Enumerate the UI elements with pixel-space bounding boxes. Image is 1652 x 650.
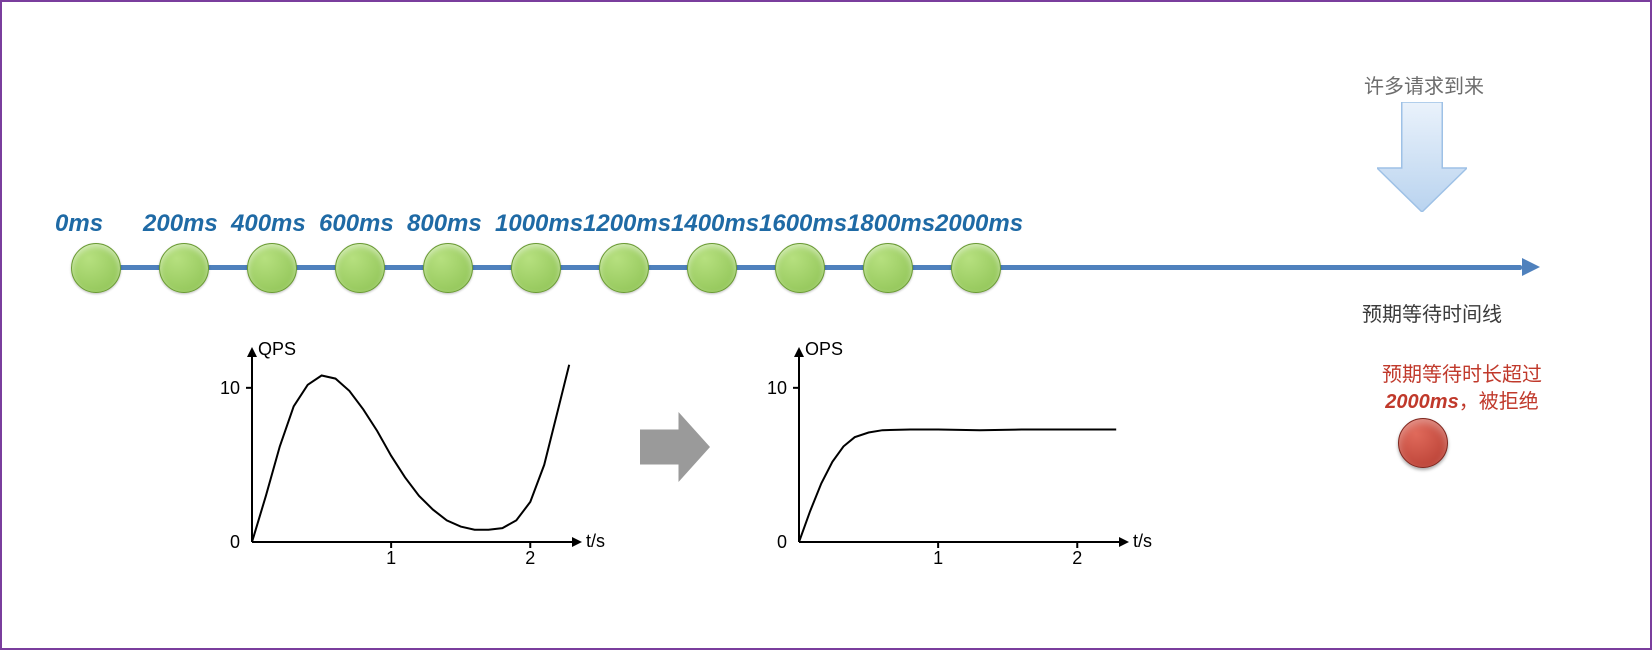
- timeline-point: [599, 243, 649, 293]
- timeline-point: [863, 243, 913, 293]
- qps-chart: 10 1 2 0 QPS t/s: [197, 337, 617, 572]
- transition-arrow-icon: [640, 412, 710, 482]
- timeline-point: [71, 243, 121, 293]
- timeline-tick-label: 1800ms: [847, 210, 935, 238]
- svg-text:10: 10: [220, 378, 240, 398]
- timeline-tick-label: 800ms: [407, 210, 482, 238]
- svg-text:0: 0: [230, 532, 240, 552]
- svg-text:1: 1: [933, 548, 943, 568]
- timeline-point: [951, 243, 1001, 293]
- timeline-point: [159, 243, 209, 293]
- timeline-point: [775, 243, 825, 293]
- ops-chart: 10 1 2 0 OPS t/s: [744, 337, 1164, 572]
- timeline-tick-label: 2000ms: [935, 210, 1023, 238]
- timeline-tick-label: 0ms: [55, 210, 103, 238]
- reject-threshold: 2000ms: [1385, 391, 1458, 413]
- timeline-tick-label: 1000ms: [495, 210, 583, 238]
- timeline-point: [423, 243, 473, 293]
- timeline-point: [247, 243, 297, 293]
- timeline-point: [687, 243, 737, 293]
- reject-tail: ，被拒绝: [1459, 391, 1539, 413]
- timeline-point: [335, 243, 385, 293]
- timeline-tick-label: 1600ms: [759, 210, 847, 238]
- incoming-requests-label: 许多请求到来: [1364, 70, 1484, 99]
- svg-text:t/s: t/s: [1133, 531, 1152, 551]
- svg-text:10: 10: [767, 378, 787, 398]
- timeline-tick-label: 1400ms: [671, 210, 759, 238]
- svg-text:2: 2: [525, 548, 535, 568]
- svg-text:0: 0: [777, 532, 787, 552]
- reject-caption: 预期等待时长超过 2000ms，被拒绝: [1347, 362, 1577, 416]
- timeline-tick-label: 600ms: [319, 210, 394, 238]
- timeline-point: [511, 243, 561, 293]
- svg-text:2: 2: [1072, 548, 1082, 568]
- reject-line1: 预期等待时长超过: [1382, 364, 1542, 386]
- timeline-caption: 预期等待时间线: [1362, 298, 1502, 327]
- timeline-tick-label: 400ms: [231, 210, 306, 238]
- svg-text:1: 1: [386, 548, 396, 568]
- svg-text:QPS: QPS: [258, 339, 296, 359]
- diagram-frame: 许多请求到来 0ms200ms400ms600ms800ms1000ms1200…: [0, 0, 1652, 650]
- svg-text:OPS: OPS: [805, 339, 843, 359]
- timeline-tick-label: 200ms: [143, 210, 218, 238]
- timeline-tick-label: 1200ms: [583, 210, 671, 238]
- rejected-request-dot: [1398, 418, 1448, 468]
- svg-text:t/s: t/s: [586, 531, 605, 551]
- timeline-arrowhead-icon: [1522, 258, 1540, 276]
- down-arrow-icon: [1377, 102, 1467, 212]
